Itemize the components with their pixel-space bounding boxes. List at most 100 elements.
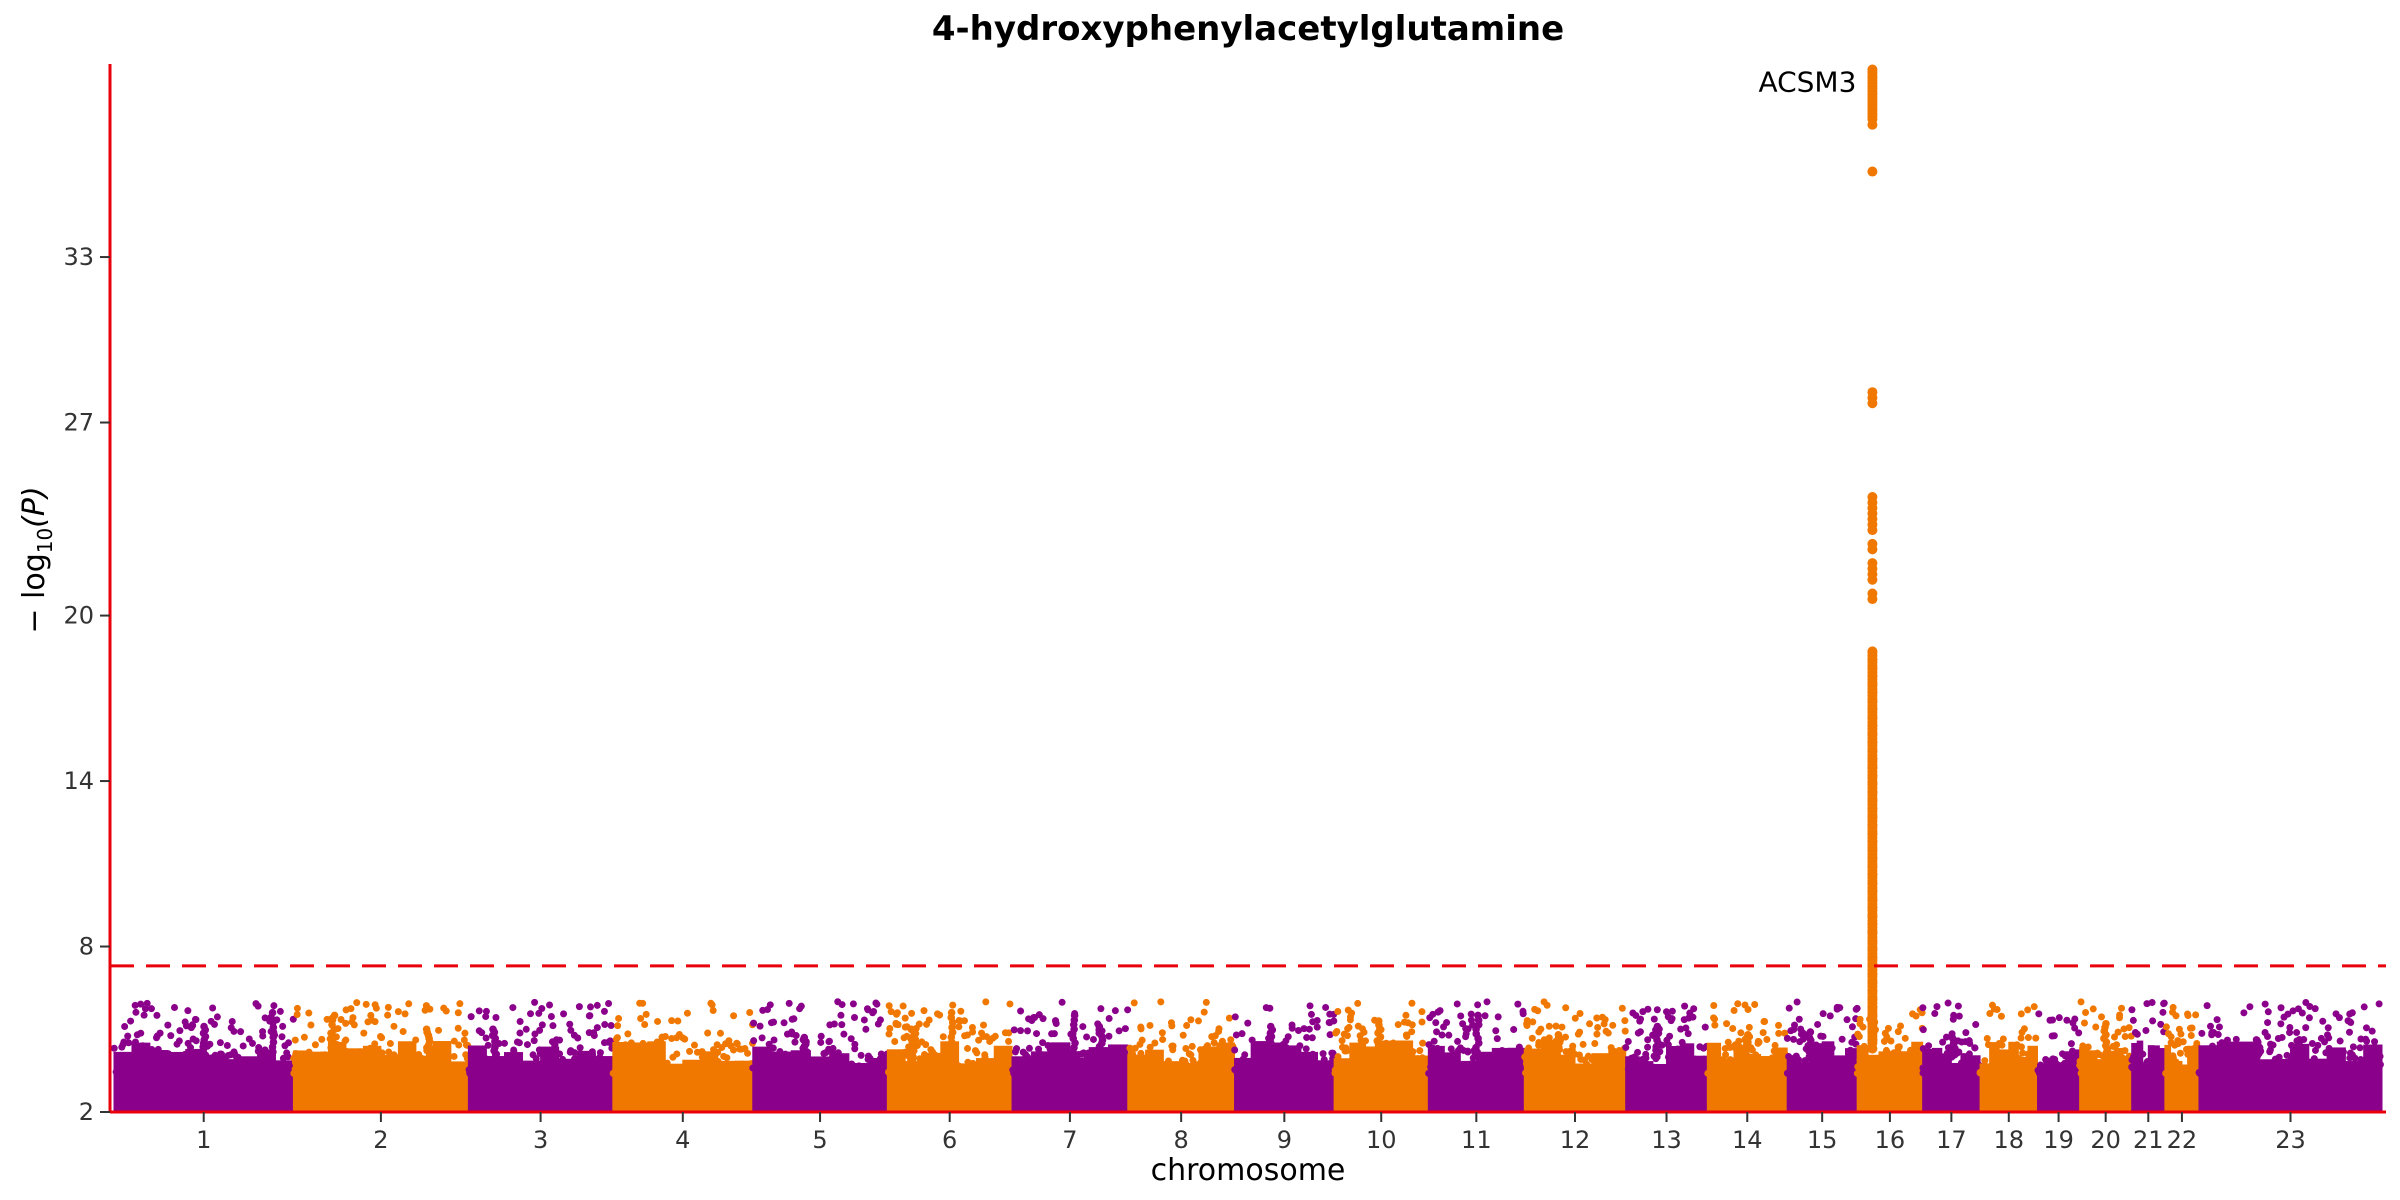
point-band: [2147, 1045, 2155, 1112]
point: [1705, 1069, 1713, 1077]
point: [527, 1010, 535, 1018]
point: [1642, 1054, 1650, 1062]
point: [1449, 1067, 1457, 1075]
gene-annotation-label: ACSM3: [1758, 66, 1856, 99]
point: [175, 1060, 183, 1068]
point: [1146, 1021, 1154, 1029]
point-band: [2164, 1044, 2172, 1112]
point: [1248, 1036, 1256, 1044]
point: [1949, 1015, 1957, 1023]
point: [1770, 1047, 1778, 1055]
point: [1418, 1018, 1426, 1026]
point: [1684, 1030, 1692, 1038]
point: [1737, 1029, 1745, 1037]
point: [1696, 1043, 1704, 1051]
point: [1785, 1052, 1793, 1060]
point: [342, 1047, 350, 1055]
point: [1467, 1069, 1475, 1077]
point: [2247, 1069, 2255, 1077]
point: [566, 1020, 574, 1028]
point: [756, 1022, 764, 1030]
point: [192, 1037, 200, 1045]
point: [1773, 1054, 1781, 1062]
point: [1233, 1069, 1241, 1077]
chromosome-15-points: [1783, 998, 1861, 1112]
point: [2316, 1060, 2324, 1068]
point: [1333, 1067, 1341, 1075]
point: [615, 1053, 623, 1061]
point: [627, 1039, 635, 1047]
point: [378, 1049, 386, 1057]
point: [2376, 1052, 2384, 1060]
point: [2147, 1069, 2155, 1077]
point: [2143, 1058, 2151, 1066]
point: [1639, 1008, 1647, 1016]
point: [1092, 1068, 1100, 1076]
point: [330, 1011, 339, 1020]
point: [292, 1050, 300, 1058]
point: [1677, 1025, 1685, 1033]
point: [986, 1037, 994, 1045]
point: [1897, 1022, 1905, 1030]
point: [2157, 1020, 2165, 1028]
point: [1002, 1068, 1010, 1076]
point: [1894, 1047, 1902, 1055]
point: [2231, 1069, 2239, 1077]
point: [2114, 1028, 2122, 1036]
point: [475, 1027, 483, 1035]
point: [1636, 1069, 1644, 1077]
point: [1080, 1063, 1088, 1071]
point-band: [2131, 1042, 2138, 1112]
peak-chr2: [422, 1025, 434, 1061]
point: [426, 1005, 434, 1013]
point: [258, 1052, 266, 1060]
point: [1868, 1069, 1876, 1077]
point: [1827, 1065, 1835, 1073]
point: [1653, 1022, 1662, 1031]
chromosome-12-points: [1521, 998, 1630, 1112]
point: [2120, 1025, 2128, 1033]
point: [1981, 1057, 1989, 1065]
point: [1907, 1046, 1915, 1054]
point: [2261, 1029, 2269, 1037]
point: [1593, 1030, 1601, 1038]
point-band: [2192, 1047, 2200, 1112]
point: [1903, 1067, 1911, 1075]
point: [1025, 1044, 1033, 1052]
point: [890, 1049, 898, 1057]
point: [2170, 1069, 2178, 1077]
point: [1726, 1043, 1734, 1051]
point: [1997, 1012, 2005, 1020]
x-axis-ticks: 1 2 3 4 5 6 7 8 9 10 11 12 13 14 15 16 17 18 19 20 21 22 23: [196, 1112, 2306, 1154]
point: [1200, 1008, 1208, 1016]
point-band: [1867, 1054, 1880, 1112]
point: [850, 1014, 858, 1022]
point: [2024, 1006, 2032, 1014]
point: [2323, 1031, 2331, 1039]
point: [132, 1069, 140, 1077]
point: [1514, 1069, 1522, 1077]
point: [452, 1065, 460, 1073]
point: [658, 1068, 666, 1076]
point: [641, 1020, 649, 1028]
point: [2075, 1029, 2083, 1037]
point: [1761, 1064, 1769, 1072]
point: [1564, 1059, 1572, 1067]
point: [2019, 1049, 2027, 1057]
point: [1723, 1020, 1731, 1028]
point: [1748, 1046, 1756, 1054]
point: [1575, 1067, 1583, 1075]
point: [937, 1053, 945, 1061]
point: [1474, 1001, 1482, 1009]
point-band: [467, 1045, 487, 1112]
point: [1600, 1020, 1608, 1028]
point: [230, 1048, 238, 1056]
point: [1668, 1007, 1676, 1015]
point: [237, 1028, 245, 1036]
point: [1853, 1004, 1861, 1012]
point: [573, 1059, 581, 1067]
point: [1411, 1069, 1419, 1077]
point: [2277, 1004, 2285, 1012]
point: [2287, 1057, 2295, 1065]
peak-chr1: [199, 1022, 210, 1061]
